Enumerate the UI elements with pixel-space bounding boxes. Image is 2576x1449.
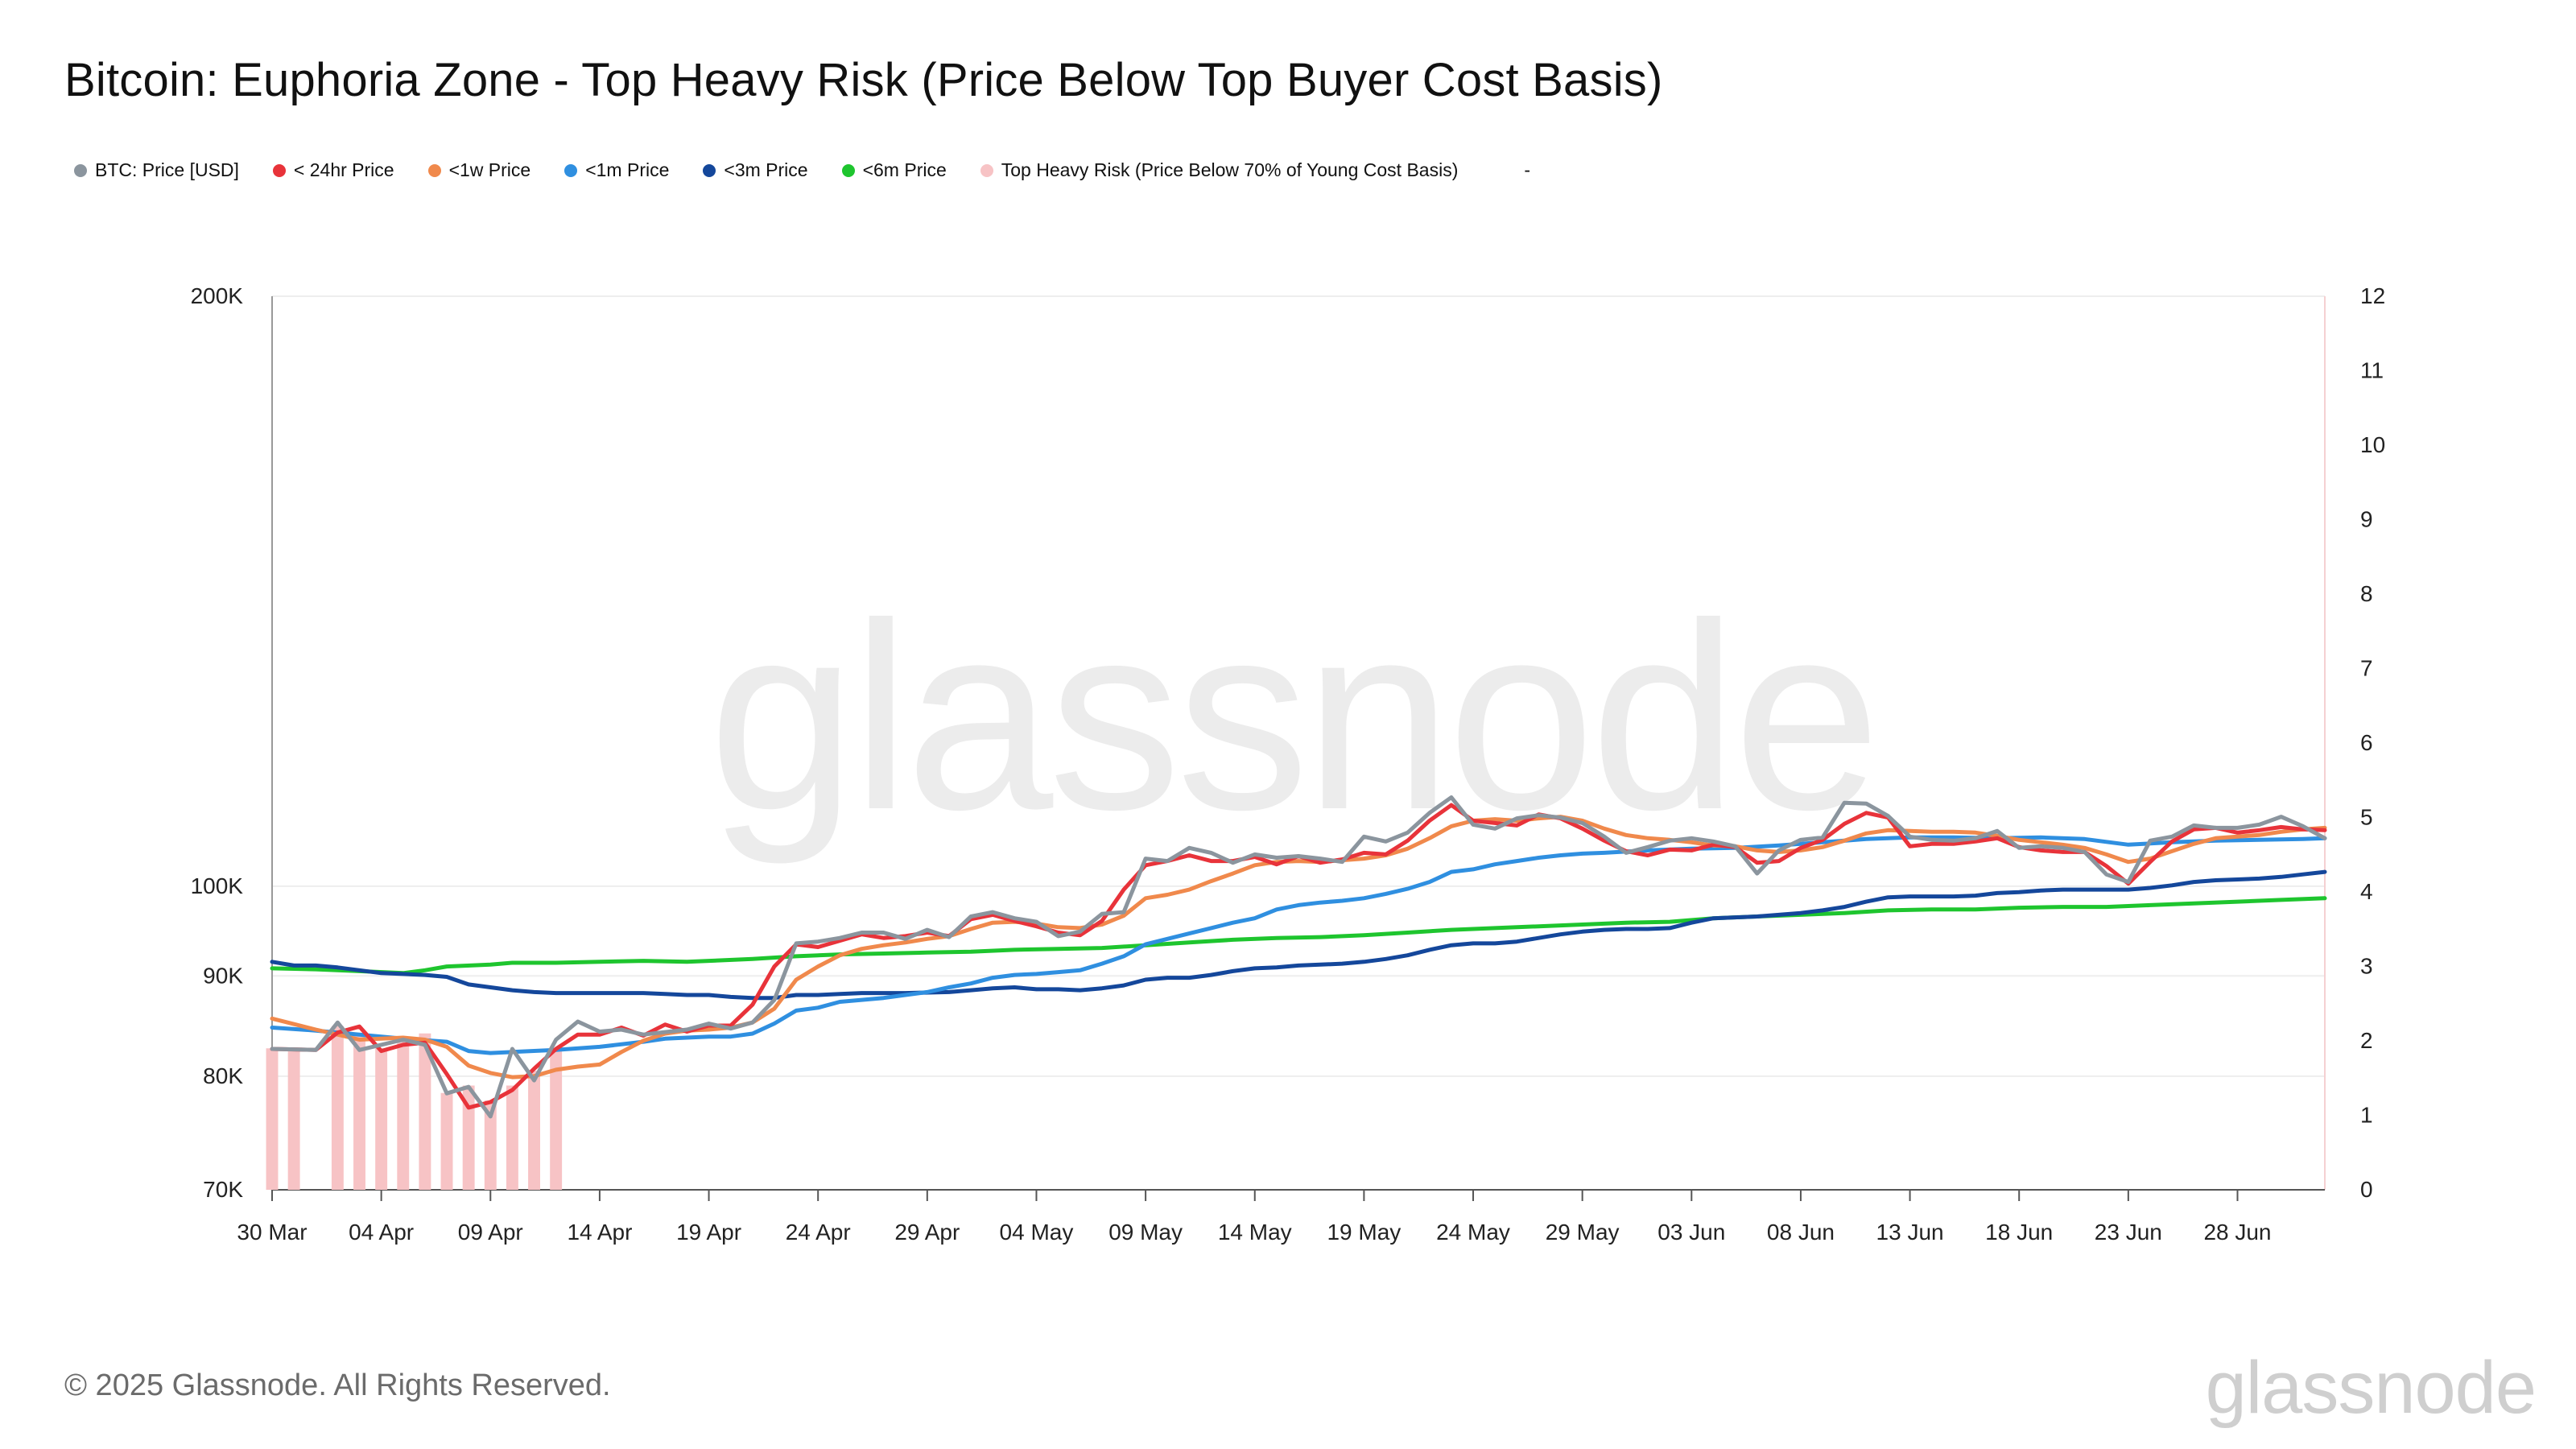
series-line-btc-price-usd — [270, 795, 2327, 1119]
y2-tick-label: 0 — [2360, 1177, 2373, 1202]
x-tick-label: 14 May — [1218, 1220, 1292, 1245]
legend-item[interactable]: Top Heavy Risk (Price Below 70% of Young… — [980, 159, 1459, 181]
risk-bar — [419, 1033, 431, 1190]
x-tick-label: 04 May — [1000, 1220, 1074, 1245]
y2-tick-label: 5 — [2360, 805, 2373, 830]
legend-label: <1m Price — [585, 159, 670, 180]
series-line-1m-price — [270, 835, 2327, 1055]
risk-bar — [484, 1100, 497, 1190]
legend-item[interactable]: <6m Price — [841, 159, 947, 181]
x-tick-label: 18 Jun — [1985, 1220, 2053, 1245]
risk-bar — [462, 1085, 475, 1190]
risk-bar — [331, 1026, 344, 1190]
x-tick-label: 30 Mar — [237, 1220, 307, 1245]
legend-item[interactable]: BTC: Price [USD] — [74, 159, 239, 181]
legend-swatch — [980, 163, 993, 177]
legend-swatch — [427, 163, 441, 177]
x-tick-label: 23 Jun — [2095, 1220, 2162, 1245]
x-tick-label: 03 Jun — [1657, 1220, 1725, 1245]
legend-label: Top Heavy Risk (Price Below 70% of Young… — [1001, 159, 1459, 180]
risk-bar — [550, 1048, 563, 1190]
y-tick-label: 80K — [203, 1063, 243, 1088]
legend-item[interactable]: <3m Price — [703, 159, 808, 181]
y2-tick-label: 8 — [2360, 581, 2373, 606]
y2-tick-label: 4 — [2360, 879, 2373, 904]
watermark: glassnode — [708, 568, 1880, 865]
legend-label: BTC: Price [USD] — [95, 159, 239, 180]
y2-tick-label: 3 — [2360, 954, 2373, 979]
x-tick-label: 14 Apr — [567, 1220, 632, 1245]
series-line-6m-price — [270, 896, 2327, 976]
legend-label: <1w Price — [448, 159, 531, 180]
y-tick-label: 200K — [191, 283, 244, 308]
x-tick-label: 04 Apr — [349, 1220, 414, 1245]
x-tick-label: 29 Apr — [894, 1220, 960, 1245]
x-tick-label: 24 May — [1436, 1220, 1510, 1245]
y2-tick-label: 10 — [2360, 432, 2385, 457]
y2-tick-label: 6 — [2360, 730, 2373, 755]
risk-bar — [528, 1071, 540, 1190]
x-tick-label: 28 Jun — [2203, 1220, 2271, 1245]
legend-label: < 24hr Price — [293, 159, 394, 180]
risk-bar — [353, 1033, 365, 1190]
y2-tick-label: 9 — [2360, 507, 2373, 532]
risk-bar — [266, 1048, 279, 1190]
y2-tick-label: 12 — [2360, 283, 2385, 308]
legend-label: <6m Price — [862, 159, 947, 180]
legend-extra: - — [1524, 159, 1531, 180]
risk-bar — [440, 1092, 453, 1190]
x-tick-label: 19 Apr — [676, 1220, 741, 1245]
x-tick-label: 13 Jun — [1876, 1220, 1944, 1245]
y2-tick-label: 11 — [2360, 358, 2384, 383]
y2-tick-label: 7 — [2360, 656, 2373, 681]
legend-swatch — [74, 163, 87, 177]
x-tick-label: 24 Apr — [786, 1220, 851, 1245]
x-tick-label: 09 May — [1108, 1220, 1183, 1245]
x-tick-label: 08 Jun — [1767, 1220, 1835, 1245]
legend-item[interactable]: <1w Price — [427, 159, 531, 181]
legend-swatch — [272, 163, 286, 177]
legend: BTC: Price [USD] < 24hr Price <1w Price <1m… — [74, 159, 1530, 181]
legend-label: <3m Price — [724, 159, 808, 180]
legend-item[interactable]: <1m Price — [564, 159, 669, 181]
x-tick-label: 19 May — [1327, 1220, 1401, 1245]
legend-swatch — [564, 163, 578, 177]
glassnode-logo: glassnode — [2205, 1347, 2537, 1429]
y-tick-label: 90K — [203, 963, 243, 988]
x-tick-label: 09 Apr — [458, 1220, 523, 1245]
risk-bar — [375, 1048, 388, 1190]
y2-tick-label: 1 — [2360, 1103, 2373, 1128]
legend-swatch — [703, 163, 716, 177]
chart-title: Bitcoin: Euphoria Zone - Top Heavy Risk … — [64, 54, 1663, 106]
legend-item[interactable]: < 24hr Price — [272, 159, 394, 181]
copyright-footer: © 2025 Glassnode. All Rights Reserved. — [64, 1368, 611, 1402]
y-tick-label: 70K — [203, 1177, 243, 1202]
risk-bar — [397, 1041, 410, 1190]
risk-bar — [506, 1085, 518, 1190]
legend-swatch — [841, 163, 855, 177]
y-tick-label: 100K — [191, 873, 244, 898]
x-tick-label: 29 May — [1546, 1220, 1620, 1245]
series-line-24hr-price — [270, 803, 2327, 1110]
risk-bar — [287, 1048, 300, 1190]
series-line-3m-price — [270, 869, 2327, 1001]
y2-tick-label: 2 — [2360, 1028, 2373, 1053]
